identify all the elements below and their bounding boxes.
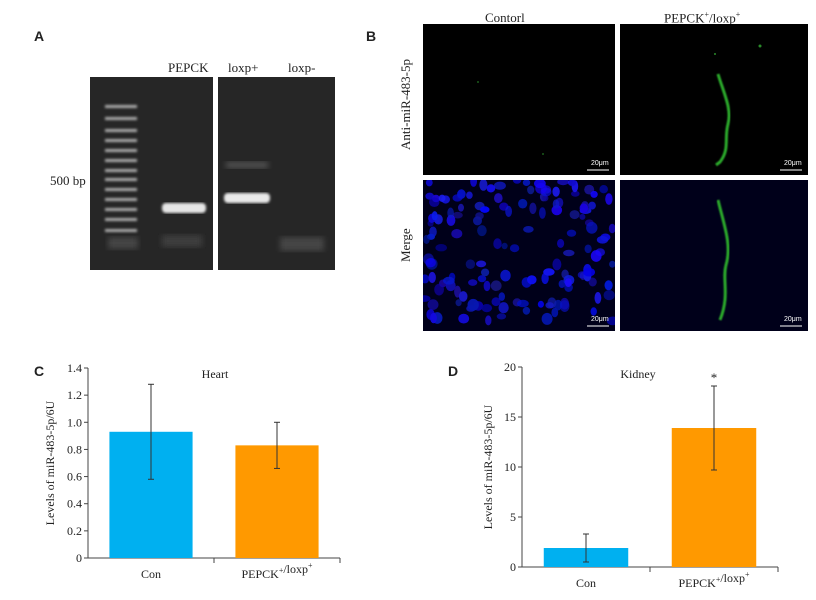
lane-label-pepck: PEPCK <box>168 60 209 75</box>
column-label-pepck-loxp: PEPCK+/loxp+ <box>664 10 741 26</box>
row-label-merge: Merge <box>398 228 413 262</box>
chart-title: Heart <box>202 367 229 381</box>
y-tick-label: 0 <box>76 551 82 565</box>
marker-500bp-label: 500 bp <box>50 173 86 188</box>
y-tick-label: 0.6 <box>67 470 82 484</box>
chart-title: Kidney <box>620 367 655 381</box>
panel-b-letter: B <box>366 28 377 44</box>
y-tick-label: 15 <box>504 410 516 424</box>
lane-label-loxp-plus: loxp+ <box>228 60 259 75</box>
y-tick-label: 5 <box>510 510 516 524</box>
panel-d-letter: D <box>448 363 459 379</box>
y-axis-label: Levels of miR-483-5p/6U <box>43 400 57 525</box>
micrograph-pepck-merge: 20μm <box>620 180 808 331</box>
y-tick-label: 10 <box>504 460 516 474</box>
micrograph-control-anti-mir: 20μm <box>423 24 615 175</box>
gel-image-loxp <box>218 77 335 270</box>
panel-a-letter: A <box>34 28 45 44</box>
y-tick-label: 1.0 <box>67 415 82 429</box>
x-tick-label: PEPCK+/loxp+ <box>241 561 313 581</box>
y-tick-label: 1.2 <box>67 388 82 402</box>
y-tick-label: 0.4 <box>67 497 82 511</box>
y-tick-label: 0.8 <box>67 442 82 456</box>
x-tick-label: PEPCK+/loxp+ <box>678 570 750 590</box>
y-tick-label: 1.4 <box>67 361 82 375</box>
panel-c-letter: C <box>34 363 45 379</box>
y-axis-label: Levels of miR-483-5p/6U <box>481 404 495 529</box>
scale-label: 20μm <box>784 160 802 167</box>
kidney-bar-chart: 0 5 10 15 20 Levels of miR-483-5p/6U Kidney Con… <box>481 360 779 590</box>
x-tick-label: Con <box>141 567 161 581</box>
row-label-anti-mir: Anti-miR-483-5p <box>398 59 413 150</box>
gel-image-marker-pepck <box>90 77 213 270</box>
y-tick-label: 20 <box>504 360 516 374</box>
scale-label: 20μm <box>591 160 609 167</box>
scale-label: 20μm <box>591 316 609 323</box>
y-tick-label: 0.2 <box>67 524 82 538</box>
micrograph-pepck-anti-mir: 20μm <box>620 24 808 175</box>
column-label-control: Contorl <box>485 10 525 25</box>
significance-marker: * <box>711 370 718 385</box>
x-tick-label: Con <box>576 576 596 590</box>
lane-label-loxp-minus: loxp- <box>288 60 316 75</box>
y-tick-label: 0 <box>510 560 516 574</box>
micrograph-control-merge: 20μm <box>423 180 615 331</box>
scale-label: 20μm <box>784 316 802 323</box>
heart-bar-chart: 0 0.2 0.4 0.6 0.8 1.0 1.2 1.4 Levels of miR-483-… <box>43 361 341 581</box>
